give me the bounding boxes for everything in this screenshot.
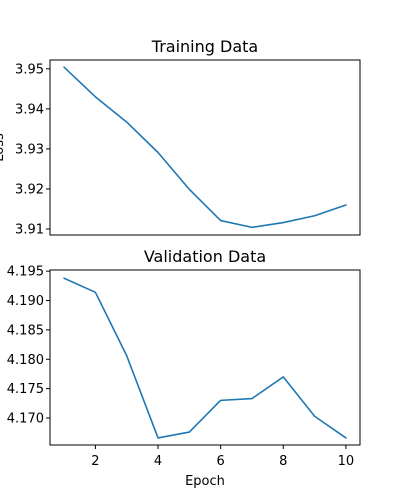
y-tick-label: 4.190 [7,294,44,309]
chart-panel-2: Validation Data 4.170 4.175 4.180 4.185 4.190… [7,247,361,489]
plot-frame [49,269,361,446]
y-tick-label: 4.180 [7,353,44,368]
x-tick-label: 8 [279,454,287,469]
y-tick-label: 3.92 [15,182,44,197]
y-tick-label: 4.170 [7,411,44,426]
y-tick-label: 3.91 [15,222,44,237]
chart-panel-1: Training Data 3.91 3.92 3.93 3.94 3.95 Loss [0,37,361,237]
x-tick-label: 6 [217,454,225,469]
chart-title: Training Data [151,37,258,56]
x-axis-label: Epoch [185,474,225,489]
y-tick-label: 4.175 [7,382,44,397]
y-tick-label: 4.195 [7,265,44,280]
y-tick-label: 3.95 [15,62,44,77]
y-tick-label: 4.185 [7,323,44,338]
y-tick-label: 3.94 [15,102,44,117]
series-line-1 [63,66,347,229]
x-tick-label: 2 [91,454,99,469]
y-axis-label: Loss [0,133,7,162]
chart-title: Validation Data [144,247,266,266]
x-tick-label: 10 [338,454,355,469]
plot-frame [49,59,361,236]
series-line-1 [63,277,347,439]
y-tick-label: 3.93 [15,142,44,157]
x-tick-label: 4 [154,454,162,469]
